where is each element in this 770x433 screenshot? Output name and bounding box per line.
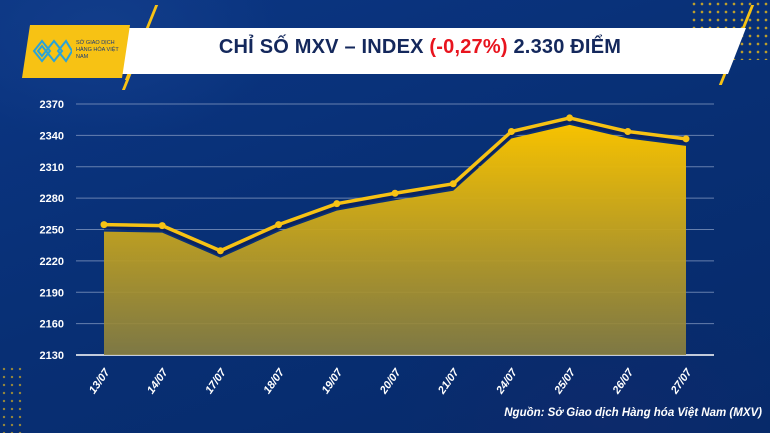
x-tick-label: 19/07 <box>320 366 346 396</box>
y-tick-label: 2130 <box>40 350 64 362</box>
page-title: CHỈ SỐ MXV – INDEX (-0,27%) 2.330 ĐIỂM <box>140 36 700 59</box>
y-tick-label: 2280 <box>40 193 64 205</box>
x-tick-label: 21/07 <box>435 366 462 397</box>
title-banner <box>56 28 746 74</box>
decorative-dots <box>0 365 25 433</box>
y-tick-label: 2190 <box>40 287 64 299</box>
series-area <box>104 124 686 356</box>
data-point <box>100 221 108 229</box>
logo-mark-icon <box>32 37 72 65</box>
x-tick-label: 13/07 <box>87 366 113 396</box>
title-prefix: CHỈ SỐ MXV – INDEX <box>218 36 424 58</box>
data-point <box>566 114 574 122</box>
data-point <box>333 200 341 208</box>
x-tick-label: 17/07 <box>203 366 229 396</box>
y-tick-label: 2220 <box>40 256 64 268</box>
x-tick-label: 24/07 <box>494 366 521 397</box>
data-point <box>682 135 690 143</box>
data-point <box>449 180 457 188</box>
x-tick-label: 18/07 <box>261 366 287 396</box>
x-tick-label: 26/07 <box>610 366 637 397</box>
data-point <box>158 222 166 230</box>
data-point <box>216 247 224 255</box>
x-tick-label: 14/07 <box>145 366 171 396</box>
x-tick-label: 27/07 <box>668 366 695 397</box>
data-point <box>275 221 283 229</box>
x-tick-label: 20/07 <box>377 366 404 397</box>
data-point <box>624 128 632 136</box>
logo-text: SỞ GIAO DỊCH HÀNG HÓA VIỆT NAM <box>76 40 119 60</box>
source-note: Nguồn: Sở Giao dịch Hàng hóa Việt Nam (M… <box>504 407 762 419</box>
y-tick-label: 2310 <box>40 162 64 174</box>
title-change: (-0,27%) <box>429 36 508 58</box>
data-point <box>391 189 399 197</box>
y-tick-label: 2160 <box>40 319 64 331</box>
logo: SỞ GIAO DỊCH HÀNG HÓA VIỆT NAM <box>22 25 130 78</box>
data-point <box>507 128 515 136</box>
y-tick-label: 2370 <box>40 99 64 111</box>
y-tick-label: 2340 <box>40 130 64 142</box>
y-tick-label: 2250 <box>40 225 64 237</box>
title-value: 2.330 ĐIỂM <box>513 36 622 58</box>
x-tick-label: 25/07 <box>552 366 579 397</box>
